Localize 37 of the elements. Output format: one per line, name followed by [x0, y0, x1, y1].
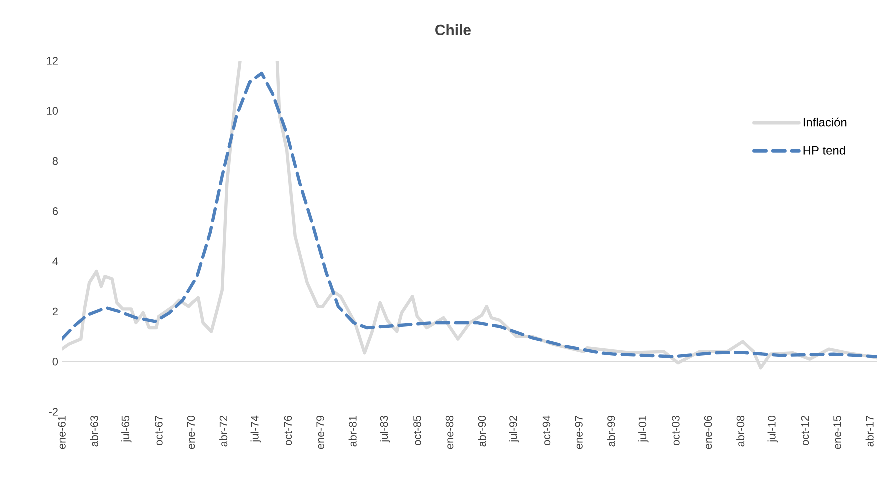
x-tick-label: ene-15 — [834, 416, 842, 450]
x-tick-label: ene-97 — [575, 416, 583, 450]
x-tick-label: abr-72 — [220, 416, 228, 447]
x-tick-label: oct-12 — [801, 416, 810, 446]
x-tick-label: abr-08 — [736, 416, 745, 447]
x-tick-label: abr-99 — [607, 416, 616, 447]
x-tick-label: abr-63 — [90, 416, 98, 447]
x-tick-label: ene-88 — [446, 416, 454, 450]
x-tick-label: jul-10 — [768, 416, 778, 443]
x-tick-label: abr-90 — [478, 416, 486, 447]
x-tick-label: oct-94 — [542, 416, 551, 446]
legend-label: HP tend — [804, 146, 846, 155]
x-tick-label: ene-70 — [187, 416, 196, 450]
x-tick-label: jul-83 — [380, 416, 390, 443]
x-tick-label: ene-06 — [704, 416, 712, 450]
x-tick-label: oct-85 — [414, 416, 422, 446]
y-tick-label: 0 — [52, 358, 58, 366]
x-tick-label: ene-61 — [58, 416, 66, 450]
x-tick-label: abr-81 — [348, 416, 357, 447]
y-tick-label: -2 — [49, 408, 58, 416]
y-tick-label: 6 — [52, 208, 58, 216]
x-tick-label: abr-17 — [866, 416, 874, 447]
chart-title: Chile — [436, 24, 471, 36]
legend-label: Inflación — [804, 118, 847, 127]
y-tick-label: 12 — [47, 57, 58, 65]
y-tick-label: 2 — [52, 308, 58, 316]
x-tick-label: jul-01 — [638, 416, 649, 443]
x-tick-label: jul-92 — [509, 416, 520, 443]
x-tick-label: jul-65 — [122, 416, 132, 443]
x-tick-label: oct-76 — [284, 416, 292, 446]
x-tick-label: oct-67 — [155, 416, 163, 446]
x-tick-label: jul-74 — [250, 416, 261, 443]
x-tick-label: oct-03 — [672, 416, 680, 446]
y-tick-label: 4 — [52, 258, 58, 266]
y-tick-label: 10 — [47, 107, 58, 116]
x-tick-label: ene-79 — [316, 416, 324, 450]
y-tick-label: 8 — [52, 157, 58, 166]
